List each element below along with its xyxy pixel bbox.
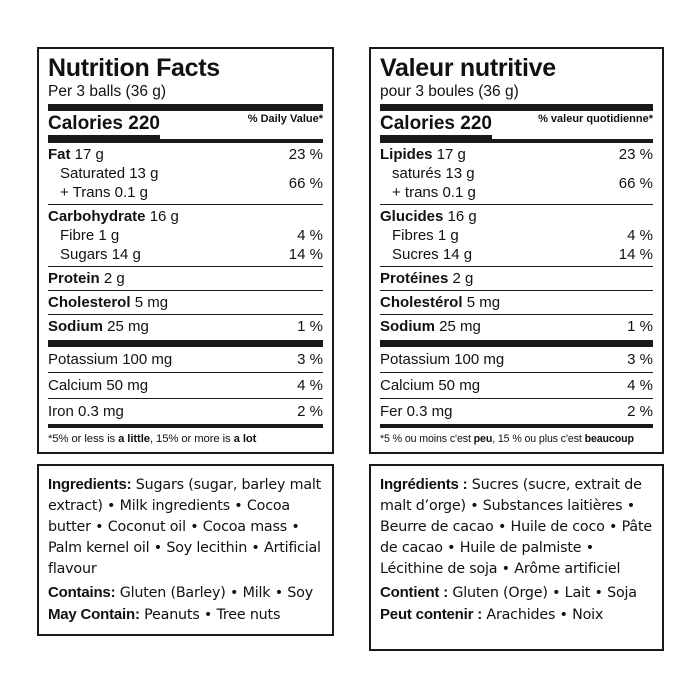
sodium-label: Sodium [48, 318, 103, 335]
saturated: Saturated 13 g [60, 165, 159, 182]
potassium: Potassium 100 mg [48, 351, 173, 368]
sat-trans-pct: 66 % [618, 174, 653, 192]
trans: + Trans 0.1 g [60, 184, 148, 201]
sugars: Sugars 14 g [60, 246, 141, 263]
nf-serving: pour 3 boules (36 g) [380, 83, 519, 100]
calcium-pct: 4 % [297, 377, 323, 394]
divider [380, 266, 653, 267]
protein-amount: 2 g [103, 270, 125, 287]
sodium-amount: 25 mg [439, 318, 481, 335]
allergen-contains: Contient : Gluten (Orge) • Lait • Soja [380, 584, 637, 601]
cholesterol-amount: 5 mg [466, 294, 501, 311]
nf-title: Nutrition Facts [48, 54, 220, 82]
ingredients-panel-en: Ingredients: Sugars (sugar, barley malt … [37, 464, 334, 636]
protein-label: Protein [48, 270, 100, 287]
daily-value-header: % Daily Value* [247, 113, 323, 125]
sat-trans-pct: 66 % [288, 174, 323, 192]
nutrition-facts-panel-fr: Valeur nutritive pour 3 boules (36 g) Ca… [369, 47, 664, 454]
divider [380, 398, 653, 399]
fat-amount: 17 g [74, 146, 104, 163]
calories: Calories 220 [380, 111, 492, 139]
protein-amount: 2 g [452, 270, 474, 287]
fibre: Fibres 1 g [392, 227, 459, 244]
sugars-pct: 14 % [618, 246, 653, 263]
fat-pct: 23 % [618, 146, 653, 163]
sodium-label: Sodium [380, 318, 435, 335]
sodium-pct: 1 % [297, 318, 323, 335]
iron: Fer 0.3 mg [380, 403, 453, 420]
fat-pct: 23 % [288, 146, 323, 163]
potassium-pct: 3 % [297, 351, 323, 368]
divider [48, 290, 323, 291]
calcium: Calcium 50 mg [380, 377, 481, 394]
cholesterol-label: Cholesterol [48, 294, 131, 311]
nf-footnote: *5 % ou moins c'est peu, 15 % ou plus c'… [380, 433, 634, 445]
cholesterol-amount: 5 mg [134, 294, 169, 311]
cholesterol-label: Cholestérol [380, 294, 463, 311]
daily-value-header: % valeur quotidienne* [538, 113, 653, 125]
carb-amount: 16 g [447, 208, 477, 225]
divider [380, 139, 653, 143]
trans: + trans 0.1 g [392, 184, 476, 201]
calcium-pct: 4 % [627, 377, 653, 394]
fibre-pct: 4 % [297, 227, 323, 244]
sugars: Sucres 14 g [392, 246, 473, 263]
iron: Iron 0.3 mg [48, 403, 124, 420]
saturated: saturés 13 g [392, 165, 475, 182]
nf-title: Valeur nutritive [380, 54, 556, 82]
ingredients-list: Ingredients: Sugars (sugar, barley malt … [48, 476, 322, 577]
calcium: Calcium 50 mg [48, 377, 149, 394]
divider [48, 398, 323, 399]
fat-label: Lipides [380, 146, 433, 163]
potassium: Potassium 100 mg [380, 351, 505, 368]
divider [48, 266, 323, 267]
calories: Calories 220 [48, 111, 160, 139]
carb-amount: 16 g [149, 208, 179, 225]
ingredients-panel-fr: Ingrédients : Sucres (sucre, extrait de … [369, 464, 664, 651]
divider [380, 104, 653, 111]
divider [380, 340, 653, 347]
allergen-may-contain: May Contain: Peanuts • Tree nuts [48, 606, 281, 623]
divider [380, 204, 653, 205]
protein-label: Protéines [380, 270, 449, 287]
nf-footnote: *5% or less is a little, 15% or more is … [48, 433, 257, 445]
potassium-pct: 3 % [627, 351, 653, 368]
divider [48, 372, 323, 373]
divider [380, 314, 653, 315]
nf-serving: Per 3 balls (36 g) [48, 83, 167, 100]
divider [48, 139, 323, 143]
carb-label: Glucides [380, 208, 444, 225]
nutrition-facts-panel-en: Nutrition Facts Per 3 balls (36 g) Calor… [37, 47, 334, 454]
iron-pct: 2 % [297, 403, 323, 420]
sodium-amount: 25 mg [107, 318, 149, 335]
divider [48, 104, 323, 111]
divider [380, 424, 653, 428]
ingredients-list: Ingrédients : Sucres (sucre, extrait de … [380, 476, 652, 577]
fat-label: Fat [48, 146, 71, 163]
divider [48, 424, 323, 428]
fibre-pct: 4 % [627, 227, 653, 244]
carb-label: Carbohydrate [48, 208, 146, 225]
divider [380, 290, 653, 291]
sodium-pct: 1 % [627, 318, 653, 335]
divider [380, 372, 653, 373]
sugars-pct: 14 % [288, 246, 323, 263]
allergen-contains: Contains: Gluten (Barley) • Milk • Soy [48, 584, 313, 601]
fibre: Fibre 1 g [60, 227, 120, 244]
allergen-may-contain: Peut contenir : Arachides • Noix [380, 606, 604, 623]
fat-amount: 17 g [436, 146, 466, 163]
iron-pct: 2 % [627, 403, 653, 420]
divider [48, 314, 323, 315]
divider [48, 340, 323, 347]
divider [48, 204, 323, 205]
